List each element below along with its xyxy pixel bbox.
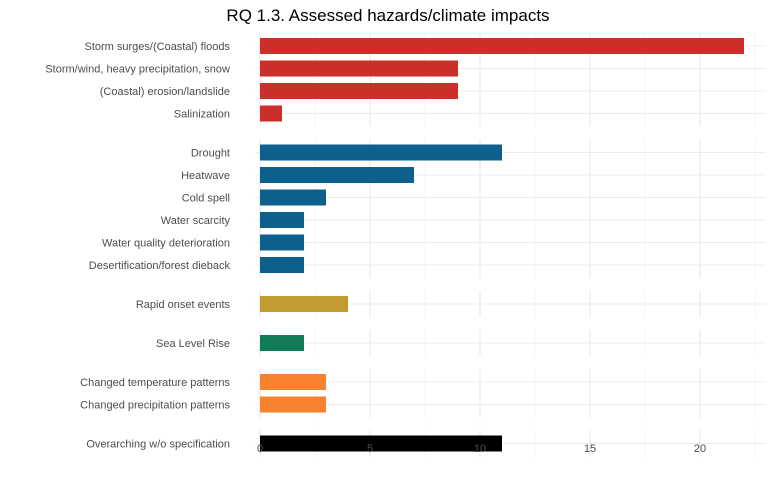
category-label: Cold spell xyxy=(182,193,230,205)
bar xyxy=(260,167,414,183)
bar xyxy=(260,296,348,312)
category-label: Salinization xyxy=(174,109,230,121)
category-label: Sea Level Rise xyxy=(156,338,230,350)
x-tick-label: 5 xyxy=(367,443,373,455)
chart-title: RQ 1.3. Assessed hazards/climate impacts xyxy=(226,6,550,25)
category-label: Desertification/forest dieback xyxy=(89,260,231,272)
category-label: Storm surges/(Coastal) floods xyxy=(85,41,231,53)
category-label: Changed precipitation patterns xyxy=(80,400,230,412)
bar xyxy=(260,396,326,413)
bar xyxy=(260,335,304,351)
x-tick-label: 20 xyxy=(694,443,706,455)
category-label: (Coastal) erosion/landslide xyxy=(100,86,230,98)
bar xyxy=(260,435,502,452)
category-label: Heatwave xyxy=(181,170,230,182)
x-tick-label: 15 xyxy=(584,443,596,455)
bar xyxy=(260,257,304,273)
category-label: Storm/wind, heavy precipitation, snow xyxy=(45,64,230,76)
category-label: Overarching w/o specification xyxy=(86,439,230,451)
bar xyxy=(260,234,304,251)
bar xyxy=(260,83,458,99)
bar xyxy=(260,105,282,122)
bar xyxy=(260,60,458,77)
category-label: Rapid onset events xyxy=(136,299,231,311)
bar xyxy=(260,212,304,228)
bar xyxy=(260,374,326,390)
x-tick-label: 0 xyxy=(257,443,263,455)
bar xyxy=(260,38,744,54)
category-label: Drought xyxy=(191,148,230,160)
category-label: Water scarcity xyxy=(161,215,231,227)
category-label: Changed temperature patterns xyxy=(80,377,230,389)
bar xyxy=(260,144,502,161)
bar xyxy=(260,189,326,206)
x-tick-label: 10 xyxy=(474,443,486,455)
category-label: Water quality deterioration xyxy=(102,238,230,250)
